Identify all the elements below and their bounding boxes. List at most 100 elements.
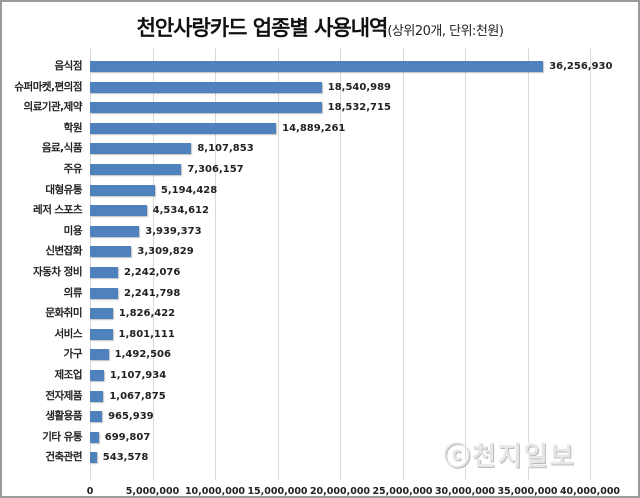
gridline xyxy=(590,48,591,480)
value-label: 8,107,853 xyxy=(197,143,254,155)
value-label: 14,889,261 xyxy=(282,122,346,134)
bar xyxy=(90,267,119,278)
bar-row: 생활용품 965,939 xyxy=(0,406,640,427)
bar-row: 전자제품 1,067,875 xyxy=(0,386,640,407)
category-label: 기타 유통 xyxy=(42,430,82,443)
bar xyxy=(90,287,119,299)
category-label: 의류 xyxy=(63,286,83,299)
category-label: 건축관련 xyxy=(45,451,82,464)
bar-row: 음식점 36,256,930 xyxy=(0,56,640,77)
category-label: 문화취미 xyxy=(45,307,82,320)
bar xyxy=(90,349,109,361)
category-label: 의료기관,제약 xyxy=(23,101,83,114)
value-label: 5,194,428 xyxy=(160,184,218,196)
value-label: 7,306,157 xyxy=(187,164,244,175)
gridline xyxy=(215,48,216,480)
gridline xyxy=(527,48,529,480)
gridline xyxy=(465,48,466,480)
bar xyxy=(90,143,192,155)
bar xyxy=(90,246,132,258)
bar-row: 제조업 1,107,934 xyxy=(0,365,640,386)
bar xyxy=(90,390,104,402)
category-label: 가구 xyxy=(63,348,83,361)
bar-row: 음료,식품 8,107,853 xyxy=(0,138,640,159)
category-label: 전자제품 xyxy=(45,389,82,402)
value-label: 1,067,875 xyxy=(109,390,166,402)
category-label: 슈퍼마켓,편의점 xyxy=(14,80,82,93)
category-label: 대형유통 xyxy=(45,183,82,196)
bar xyxy=(90,308,113,320)
value-label: 1,492,506 xyxy=(114,349,171,361)
bar-row: 서비스 1,801,111 xyxy=(0,324,640,345)
bar xyxy=(90,61,544,72)
bar xyxy=(90,102,322,114)
value-label: 18,532,715 xyxy=(327,102,391,114)
category-label: 제조업 xyxy=(54,369,83,381)
bar-row: 미용 3,939,373 xyxy=(0,221,640,242)
value-label: 2,241,798 xyxy=(124,287,181,299)
bar xyxy=(90,225,140,237)
bar-row: 신변잡화 3,309,829 xyxy=(0,241,640,262)
value-label: 36,256,930 xyxy=(549,61,613,72)
gridline xyxy=(277,48,279,480)
gridline xyxy=(340,48,341,480)
bar-row: 학원 14,889,261 xyxy=(0,118,640,139)
category-label: 레저 스포츠 xyxy=(33,204,82,217)
x-tick-label: 40,000,000 xyxy=(559,486,621,497)
value-label: 699,807 xyxy=(104,431,151,443)
value-label: 965,939 xyxy=(108,411,154,423)
bar xyxy=(90,452,97,464)
bar xyxy=(90,411,103,423)
gridline xyxy=(90,48,91,480)
x-tick-label: 15,000,000 xyxy=(247,486,308,497)
value-label: 4,534,612 xyxy=(152,205,209,217)
bar-row: 기타 유통 699,807 xyxy=(0,427,640,448)
x-tick-label: 0 xyxy=(86,486,94,497)
bar-row: 문화취미 1,826,422 xyxy=(0,303,640,324)
bar-row: 주유 7,306,157 xyxy=(0,159,640,180)
plot-area xyxy=(90,48,591,480)
chart-title: 천안사랑카드 업종별 사용내역(상위20개, 단위:천원) xyxy=(0,12,640,42)
value-label: 1,826,422 xyxy=(118,308,176,320)
bar xyxy=(90,431,99,443)
bar-row: 슈퍼마켓,편의점 18,540,989 xyxy=(0,77,640,98)
gridline xyxy=(402,48,404,480)
chart-title-main: 천안사랑카드 업종별 사용내역 xyxy=(136,16,389,40)
bar xyxy=(90,370,104,381)
value-label: 2,242,076 xyxy=(124,267,181,278)
value-label: 3,309,829 xyxy=(137,246,194,258)
bar-row: 의류 2,241,798 xyxy=(0,283,640,304)
bar-row: 건축관련 543,578 xyxy=(0,447,640,468)
value-label: 18,540,989 xyxy=(327,81,392,93)
value-label: 543,578 xyxy=(102,452,149,464)
bar xyxy=(90,81,322,93)
category-label: 음식점 xyxy=(54,60,83,72)
bar-row: 레저 스포츠 4,534,612 xyxy=(0,200,640,221)
bar-row: 의료기관,제약 18,532,715 xyxy=(0,97,640,118)
category-label: 신변잡화 xyxy=(45,245,82,258)
bar xyxy=(90,205,147,217)
bar xyxy=(90,122,277,134)
gridline xyxy=(152,48,154,480)
category-label: 생활용품 xyxy=(45,410,82,423)
x-tick-label: 25,000,000 xyxy=(372,486,433,497)
category-label: 학원 xyxy=(63,121,83,134)
watermark: ⓒ천지일보 xyxy=(444,442,576,472)
x-tick-label: 10,000,000 xyxy=(184,486,246,497)
bar-row: 가구 1,492,506 xyxy=(0,344,640,365)
bar-row: 대형유통 5,194,428 xyxy=(0,180,640,201)
category-label: 미용 xyxy=(63,224,83,237)
value-label: 1,107,934 xyxy=(109,370,167,381)
bar xyxy=(90,164,182,175)
category-label: 음료,식품 xyxy=(41,142,83,155)
bar-row: 자동차 정비 2,242,076 xyxy=(0,262,640,283)
x-tick-label: 20,000,000 xyxy=(309,486,371,497)
value-label: 1,801,111 xyxy=(118,328,175,340)
bar xyxy=(90,184,155,196)
category-label: 자동차 정비 xyxy=(33,266,82,278)
x-tick-label: 5,000,000 xyxy=(125,486,180,497)
bar xyxy=(90,328,113,340)
x-tick-label: 35,000,000 xyxy=(497,486,558,497)
category-label: 서비스 xyxy=(54,327,83,340)
x-tick-label: 30,000,000 xyxy=(434,486,496,497)
